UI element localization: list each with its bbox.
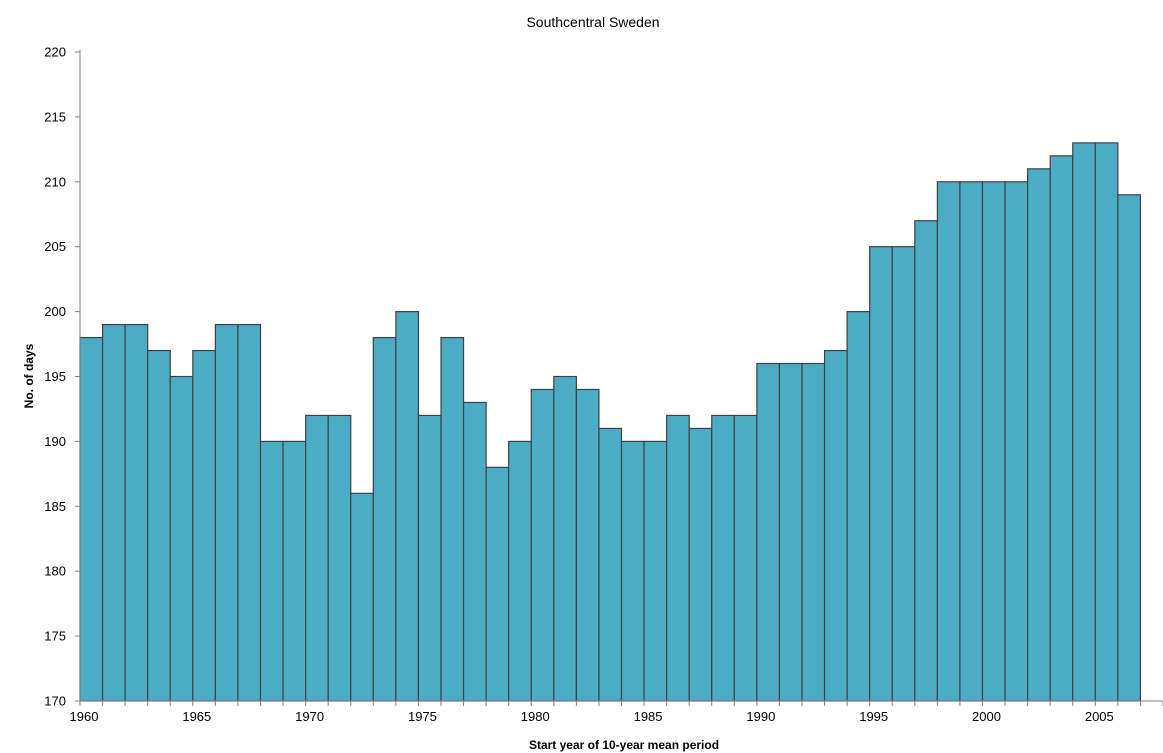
y-tick-label: 190: [44, 434, 66, 449]
bar-1999: [959, 181, 984, 702]
x-tick-label: 1970: [295, 709, 324, 724]
y-tick-label: 195: [44, 369, 66, 384]
bar-1979: [508, 440, 532, 702]
bar-1969: [282, 440, 307, 702]
bar-1982: [575, 388, 600, 702]
x-tick-label: 1960: [70, 709, 99, 724]
x-tick-label: 1985: [634, 709, 663, 724]
bar-1973: [372, 336, 397, 702]
bar-1998: [936, 181, 961, 702]
bar-1975: [417, 414, 442, 702]
bar-1977: [462, 401, 487, 702]
bar-1961: [101, 323, 126, 702]
bar-1983: [598, 427, 623, 702]
bar-1968: [259, 440, 284, 702]
y-tick-label: 170: [44, 694, 66, 709]
bar-1963: [147, 349, 171, 702]
bar-1981: [553, 375, 577, 702]
bar-1960: [79, 336, 104, 702]
x-tick-label: 2005: [1085, 709, 1114, 724]
bar-1997: [914, 220, 938, 702]
bar-1995: [869, 246, 893, 702]
bar-1992: [801, 362, 826, 702]
y-tick-label: 215: [44, 109, 66, 124]
bar-1972: [350, 492, 374, 702]
bar-1987: [688, 427, 713, 702]
y-tick-label: 175: [44, 629, 66, 644]
x-tick-label: 1990: [746, 709, 775, 724]
bar-1978: [485, 466, 510, 702]
bar-1964: [169, 375, 194, 702]
x-ticks: 1960 1965 1970 1975 1980 1985 1990 1995 2000 2005: [70, 701, 1163, 724]
bar-1965: [192, 349, 216, 702]
x-tick-label: 1995: [859, 709, 888, 724]
bar-1974: [395, 311, 420, 702]
y-tick-label: 185: [44, 499, 66, 514]
bar-1984: [620, 440, 645, 702]
x-tick-label: 1965: [182, 709, 211, 724]
bar-1993: [823, 349, 848, 702]
y-tick-label: 200: [44, 304, 66, 319]
y-tick-label: 210: [44, 174, 66, 189]
bar-1980: [530, 388, 555, 702]
bar-2005: [1094, 142, 1119, 702]
bar-1986: [666, 414, 690, 702]
bar-1996: [891, 246, 916, 702]
bar-1971: [327, 414, 352, 702]
bars: [79, 142, 1142, 702]
x-tick-label: 1980: [521, 709, 550, 724]
x-tick-label: 2000: [972, 709, 1001, 724]
bar-1967: [237, 323, 262, 702]
bar-1989: [733, 414, 758, 702]
bar-1962: [124, 323, 149, 702]
bar-2000: [981, 181, 1006, 702]
bar-2006: [1117, 194, 1142, 702]
bar-2004: [1072, 142, 1096, 702]
y-axis-label: No. of days: [22, 343, 36, 408]
bar-1994: [846, 311, 871, 702]
x-axis-label: Start year of 10-year mean period: [529, 738, 719, 752]
bar-1988: [711, 414, 735, 702]
bar-1976: [440, 336, 465, 702]
chart-title: Southcentral Sweden: [526, 14, 659, 30]
bar-1990: [756, 362, 781, 702]
bar-1985: [643, 440, 668, 702]
y-tick-label: 180: [44, 564, 66, 579]
bar-2003: [1049, 155, 1074, 702]
x-tick-label: 1975: [408, 709, 437, 724]
bar-1966: [214, 323, 239, 702]
y-ticks: 170 175 180 185 190 195 200 205 210 215 220: [44, 45, 80, 709]
y-tick-label: 220: [44, 45, 66, 60]
bar-2001: [1004, 181, 1029, 702]
bar-1970: [305, 414, 329, 702]
bar-2002: [1027, 168, 1051, 702]
bar-1991: [778, 362, 803, 702]
y-tick-label: 205: [44, 239, 66, 254]
